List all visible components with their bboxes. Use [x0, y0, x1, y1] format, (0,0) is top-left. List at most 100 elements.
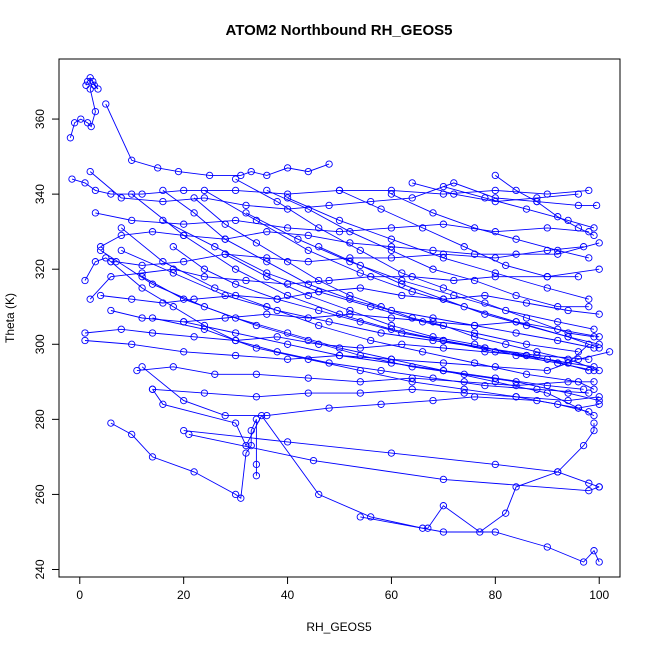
data-point — [77, 115, 85, 123]
data-point — [522, 205, 531, 213]
series-26 — [263, 186, 593, 311]
data-point — [91, 209, 100, 217]
y-tick-label: 320 — [33, 259, 47, 279]
data-point — [595, 400, 603, 408]
series-1 — [102, 100, 333, 180]
data-point — [138, 273, 146, 281]
data-point — [356, 269, 364, 277]
data-point — [242, 449, 250, 457]
data-point — [283, 340, 292, 348]
data-point — [585, 295, 593, 303]
data-point — [564, 396, 572, 405]
data-point — [574, 273, 583, 281]
data-point — [439, 359, 448, 367]
data-point — [595, 344, 603, 352]
data-point — [335, 216, 344, 225]
data-point — [564, 306, 572, 315]
data-point — [590, 378, 598, 386]
data-point — [574, 355, 583, 363]
data-point — [263, 228, 271, 236]
data-point — [252, 321, 261, 330]
data-point — [595, 340, 603, 348]
data-point — [460, 303, 468, 311]
data-point — [304, 374, 312, 382]
data-point — [481, 310, 489, 318]
data-point — [554, 213, 562, 221]
series-line — [69, 77, 99, 138]
data-point — [86, 295, 94, 303]
data-point — [387, 235, 396, 243]
series-29 — [96, 246, 603, 405]
series-19 — [356, 513, 603, 566]
series-line — [162, 190, 595, 349]
series-line — [100, 287, 600, 315]
series-40 — [117, 246, 593, 363]
x-tick-label: 60 — [385, 588, 399, 602]
series-line — [131, 193, 589, 372]
x-axis-label: RH_GEOS5 — [306, 620, 372, 634]
data-point — [263, 310, 271, 318]
series-7 — [86, 265, 603, 303]
data-point — [512, 291, 520, 300]
data-point — [86, 74, 94, 82]
data-point — [470, 276, 479, 285]
data-point — [590, 419, 598, 427]
data-point — [148, 329, 157, 337]
y-tick-label: 280 — [33, 409, 47, 429]
data-point — [346, 258, 354, 266]
data-point — [304, 355, 312, 363]
data-point — [512, 235, 520, 243]
data-point — [117, 194, 125, 202]
data-point — [346, 291, 354, 300]
data-point — [398, 280, 406, 288]
data-point — [585, 408, 593, 416]
series-31 — [283, 194, 593, 303]
data-point — [304, 231, 312, 240]
data-point — [252, 460, 261, 469]
data-point — [533, 197, 541, 206]
data-point — [335, 310, 344, 318]
data-point — [356, 284, 364, 292]
data-point — [491, 171, 499, 180]
y-tick-label: 260 — [33, 484, 47, 504]
data-point — [309, 456, 318, 465]
data-point — [91, 107, 100, 116]
data-point — [148, 280, 157, 288]
data-point — [387, 254, 396, 262]
series-32 — [335, 186, 583, 281]
data-point — [470, 321, 479, 330]
data-point — [247, 441, 255, 450]
data-point — [595, 393, 603, 401]
data-point — [346, 295, 354, 303]
data-point — [89, 77, 97, 86]
data-point — [439, 475, 448, 484]
y-axis: 240 260 280 300 320 340 360 — [33, 109, 60, 580]
data-point — [325, 160, 333, 168]
data-point — [252, 216, 261, 225]
data-point — [283, 329, 292, 337]
data-point — [107, 190, 115, 198]
data-point — [439, 344, 448, 352]
data-point — [564, 333, 572, 341]
series-line — [224, 253, 595, 372]
data-point — [91, 258, 100, 266]
data-point — [387, 224, 396, 232]
data-point — [554, 250, 562, 258]
data-point — [304, 258, 312, 266]
data-point — [491, 528, 499, 536]
data-point — [590, 231, 598, 240]
data-point — [231, 265, 240, 273]
data-point — [304, 205, 312, 213]
data-point — [592, 201, 601, 210]
data-point — [590, 385, 598, 393]
x-axis: 0 20 40 60 80 100 — [76, 576, 610, 602]
data-point — [107, 419, 115, 427]
data-point — [579, 558, 588, 566]
data-point — [283, 190, 292, 198]
data-point — [315, 276, 323, 285]
data-point — [590, 366, 598, 375]
data-point — [82, 81, 90, 89]
data-point — [429, 336, 437, 345]
data-point — [470, 333, 479, 341]
data-point — [117, 224, 125, 232]
